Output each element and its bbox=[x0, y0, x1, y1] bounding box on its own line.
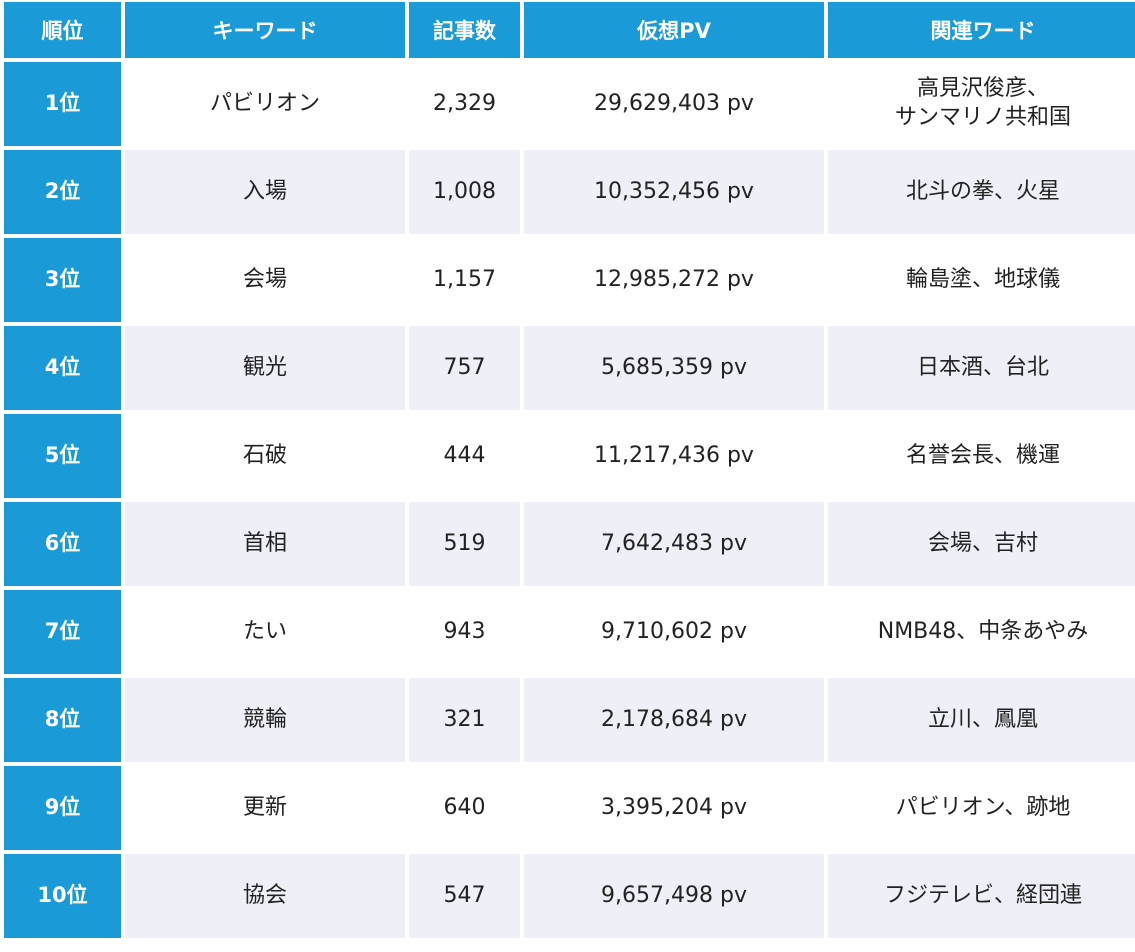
virtual-pv-cell: 11,217,436 pv bbox=[524, 414, 824, 498]
article-count-cell: 640 bbox=[409, 766, 520, 850]
header-keyword: キーワード bbox=[125, 2, 405, 58]
table-row: 3位 会場 1,157 12,985,272 pv 輪島塗、地球儀 bbox=[4, 238, 1135, 322]
article-count-cell: 2,329 bbox=[409, 62, 520, 146]
keyword-cell: 石破 bbox=[125, 414, 405, 498]
article-count-cell: 321 bbox=[409, 678, 520, 762]
related-words-cell: 会場、吉村 bbox=[828, 502, 1135, 586]
table-row: 9位 更新 640 3,395,204 pv パビリオン、跡地 bbox=[4, 766, 1135, 850]
keyword-cell: 更新 bbox=[125, 766, 405, 850]
rank-cell: 4位 bbox=[4, 326, 121, 410]
keyword-cell: 協会 bbox=[125, 854, 405, 938]
related-words-cell: 高見沢俊彦、 サンマリノ共和国 bbox=[828, 62, 1135, 146]
rank-cell: 7位 bbox=[4, 590, 121, 674]
article-count-cell: 943 bbox=[409, 590, 520, 674]
related-words-cell: 日本酒、台北 bbox=[828, 326, 1135, 410]
rank-cell: 6位 bbox=[4, 502, 121, 586]
article-count-cell: 547 bbox=[409, 854, 520, 938]
keyword-cell: 競輪 bbox=[125, 678, 405, 762]
virtual-pv-cell: 29,629,403 pv bbox=[524, 62, 824, 146]
table-row: 2位 入場 1,008 10,352,456 pv 北斗の拳、火星 bbox=[4, 150, 1135, 234]
keyword-cell: 首相 bbox=[125, 502, 405, 586]
table-row: 10位 協会 547 9,657,498 pv フジテレビ、経団連 bbox=[4, 854, 1135, 938]
header-rank: 順位 bbox=[4, 2, 121, 58]
virtual-pv-cell: 12,985,272 pv bbox=[524, 238, 824, 322]
related-words-cell: フジテレビ、経団連 bbox=[828, 854, 1135, 938]
table-row: 5位 石破 444 11,217,436 pv 名誉会長、機運 bbox=[4, 414, 1135, 498]
related-words-cell: 北斗の拳、火星 bbox=[828, 150, 1135, 234]
header-related-words: 関連ワード bbox=[828, 2, 1135, 58]
related-words-cell: 立川、鳳凰 bbox=[828, 678, 1135, 762]
related-words-cell: 輪島塗、地球儀 bbox=[828, 238, 1135, 322]
related-words-cell: NMB48、中条あやみ bbox=[828, 590, 1135, 674]
table-row: 6位 首相 519 7,642,483 pv 会場、吉村 bbox=[4, 502, 1135, 586]
related-words-cell: パビリオン、跡地 bbox=[828, 766, 1135, 850]
table-row: 8位 競輪 321 2,178,684 pv 立川、鳳凰 bbox=[4, 678, 1135, 762]
rank-cell: 1位 bbox=[4, 62, 121, 146]
virtual-pv-cell: 2,178,684 pv bbox=[524, 678, 824, 762]
keyword-cell: 観光 bbox=[125, 326, 405, 410]
virtual-pv-cell: 7,642,483 pv bbox=[524, 502, 824, 586]
rank-cell: 9位 bbox=[4, 766, 121, 850]
article-count-cell: 444 bbox=[409, 414, 520, 498]
rank-cell: 5位 bbox=[4, 414, 121, 498]
rank-cell: 2位 bbox=[4, 150, 121, 234]
virtual-pv-cell: 5,685,359 pv bbox=[524, 326, 824, 410]
header-row: 順位 キーワード 記事数 仮想PV 関連ワード bbox=[4, 2, 1135, 58]
article-count-cell: 1,008 bbox=[409, 150, 520, 234]
keyword-cell: たい bbox=[125, 590, 405, 674]
keyword-cell: パビリオン bbox=[125, 62, 405, 146]
virtual-pv-cell: 9,710,602 pv bbox=[524, 590, 824, 674]
virtual-pv-cell: 3,395,204 pv bbox=[524, 766, 824, 850]
virtual-pv-cell: 10,352,456 pv bbox=[524, 150, 824, 234]
article-count-cell: 1,157 bbox=[409, 238, 520, 322]
rank-cell: 8位 bbox=[4, 678, 121, 762]
table-row: 4位 観光 757 5,685,359 pv 日本酒、台北 bbox=[4, 326, 1135, 410]
header-virtual-pv: 仮想PV bbox=[524, 2, 824, 58]
table-row: 7位 たい 943 9,710,602 pv NMB48、中条あやみ bbox=[4, 590, 1135, 674]
rank-cell: 3位 bbox=[4, 238, 121, 322]
header-article-count: 記事数 bbox=[409, 2, 520, 58]
article-count-cell: 519 bbox=[409, 502, 520, 586]
article-count-cell: 757 bbox=[409, 326, 520, 410]
table-row: 1位 パビリオン 2,329 29,629,403 pv 高見沢俊彦、 サンマリ… bbox=[4, 62, 1135, 146]
virtual-pv-cell: 9,657,498 pv bbox=[524, 854, 824, 938]
keyword-cell: 会場 bbox=[125, 238, 405, 322]
related-words-cell: 名誉会長、機運 bbox=[828, 414, 1135, 498]
rank-cell: 10位 bbox=[4, 854, 121, 938]
keyword-cell: 入場 bbox=[125, 150, 405, 234]
